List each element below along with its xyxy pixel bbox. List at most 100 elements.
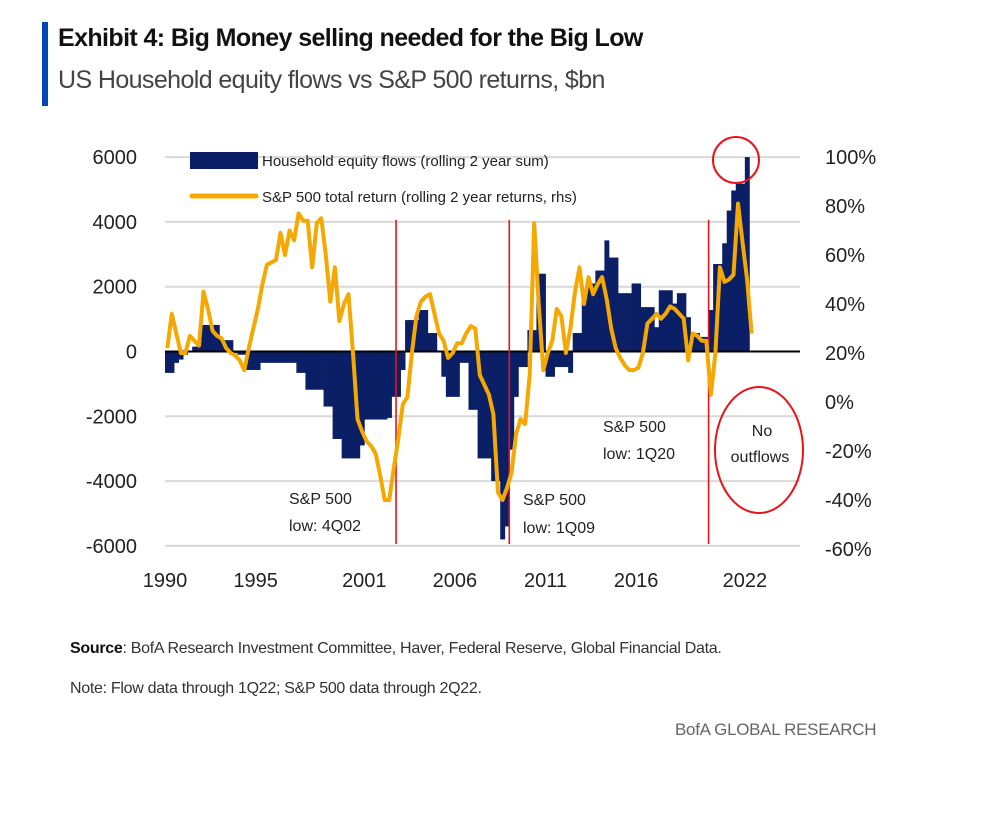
marker-label-2009-line2: low: 1Q09 (523, 520, 595, 537)
legend-flows-swatch (190, 152, 258, 169)
flow-bar (676, 293, 682, 352)
flow-bar (278, 351, 284, 363)
flow-bar (717, 264, 723, 352)
flow-bar (282, 351, 288, 363)
flow-bar (441, 351, 447, 377)
flow-bar (608, 257, 614, 352)
flow-bar (165, 351, 170, 373)
flow-bar (296, 351, 302, 373)
flow-bar (332, 351, 338, 439)
flow-bar (599, 270, 605, 352)
flow-bar (658, 290, 664, 352)
flow-bar (486, 351, 492, 459)
flow-bar (368, 351, 374, 420)
brand-label: BofA GLOBAL RESEARCH (675, 720, 877, 739)
flow-bar (210, 324, 216, 352)
flow-bar (744, 157, 750, 352)
flow-bar (246, 351, 252, 370)
no-outflows-ellipse (714, 386, 804, 514)
flow-bar (559, 351, 565, 368)
flow-bar (522, 351, 528, 368)
right-axis-tick: 40% (825, 294, 865, 316)
flow-bar (169, 351, 175, 373)
flow-bar (631, 283, 637, 352)
flow-bar (328, 351, 334, 407)
flow-bar (672, 303, 678, 352)
flow-bar (509, 351, 515, 450)
flow-bar (319, 351, 324, 390)
flow-bar (405, 320, 411, 352)
flow-bar (192, 346, 198, 352)
left-axis-tick: 4000 (93, 212, 138, 234)
x-axis-tick: 1995 (233, 570, 278, 592)
flow-bar (427, 333, 433, 352)
legend-flows-label: Household equity flows (rolling 2 year s… (262, 153, 549, 170)
flow-bar (482, 351, 488, 459)
flow-bar (432, 333, 438, 352)
flow-bar (649, 307, 655, 352)
flow-bar (178, 351, 184, 360)
flow-bar (418, 310, 424, 352)
flow-bar (495, 351, 501, 482)
flow-bar (423, 310, 429, 352)
flow-bar (300, 351, 306, 373)
chart-title: Exhibit 4: Big Money selling needed for … (58, 24, 643, 52)
marker-label-2020-line2: low: 1Q20 (603, 446, 675, 463)
flow-bar (255, 351, 261, 370)
right-axis-tick: 20% (825, 343, 865, 365)
flow-bar (586, 283, 592, 352)
flow-bar (518, 351, 524, 368)
flow-bar (400, 351, 406, 370)
right-axis-tick: 80% (825, 196, 865, 218)
flow-bar (323, 351, 329, 407)
peak-circle (712, 136, 760, 184)
flow-bar (613, 257, 619, 352)
flow-bar (260, 351, 266, 363)
accent-bar (42, 22, 48, 106)
flow-bar (563, 351, 569, 368)
flow-bar (291, 351, 297, 363)
flow-bar (695, 333, 700, 352)
flow-bar (382, 351, 388, 420)
flow-bar (273, 351, 279, 363)
flow-bar (685, 317, 691, 352)
flow-bar (463, 351, 469, 363)
flow-bar (450, 351, 456, 397)
flow-bar (242, 351, 247, 355)
flow-bar (359, 351, 365, 446)
flow-bar (540, 273, 546, 352)
right-axis-tick: -20% (825, 441, 872, 463)
left-axis-tick: 2000 (93, 277, 138, 299)
left-axis-tick: -2000 (86, 406, 137, 428)
flow-bar (341, 351, 347, 459)
right-axis-tick: 100% (825, 147, 876, 169)
right-axis-tick: 60% (825, 245, 865, 267)
x-axis-tick: 2016 (614, 570, 659, 592)
flow-bar (459, 351, 465, 363)
flow-bar (654, 327, 660, 352)
flow-bar (504, 351, 510, 527)
flow-bar (699, 336, 705, 352)
x-axis-tick: 2001 (342, 570, 387, 592)
flow-bar (554, 351, 560, 368)
flow-bar (237, 351, 243, 355)
flow-bar (640, 307, 646, 352)
source-note: Source: BofA Research Investment Committ… (70, 640, 722, 658)
flow-bar (350, 351, 356, 459)
flow-bar (314, 351, 320, 390)
flow-bar (309, 351, 315, 390)
flow-bar (663, 290, 669, 352)
flow-bar (713, 264, 719, 352)
flow-bar (364, 351, 370, 420)
flow-bar (201, 324, 207, 352)
no-outflows-line1: No (752, 423, 773, 440)
flow-bar (722, 243, 728, 352)
x-axis-tick: 2006 (433, 570, 478, 592)
right-axis-tick: -60% (825, 539, 872, 561)
flow-bar (581, 297, 587, 352)
flow-bar (627, 293, 632, 352)
flow-bar (386, 351, 392, 418)
flow-bar (473, 351, 478, 410)
flow-bar (477, 351, 483, 459)
flow-bar (735, 183, 741, 352)
